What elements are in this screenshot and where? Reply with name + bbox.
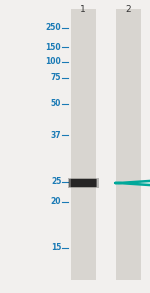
Text: 150: 150	[46, 42, 61, 52]
Text: 100: 100	[45, 57, 61, 67]
Bar	[116, 9, 141, 280]
Text: 37: 37	[51, 130, 61, 139]
Bar	[70, 179, 96, 187]
Text: 75: 75	[51, 74, 61, 83]
Text: 250: 250	[46, 23, 61, 33]
Text: 15: 15	[51, 243, 61, 253]
Text: 2: 2	[125, 6, 131, 14]
Text: 50: 50	[51, 100, 61, 108]
Text: 25: 25	[51, 178, 61, 187]
Bar	[69, 179, 97, 187]
Bar	[68, 178, 99, 188]
Bar	[70, 9, 96, 280]
Text: 20: 20	[51, 197, 61, 207]
Text: 1: 1	[80, 6, 86, 14]
